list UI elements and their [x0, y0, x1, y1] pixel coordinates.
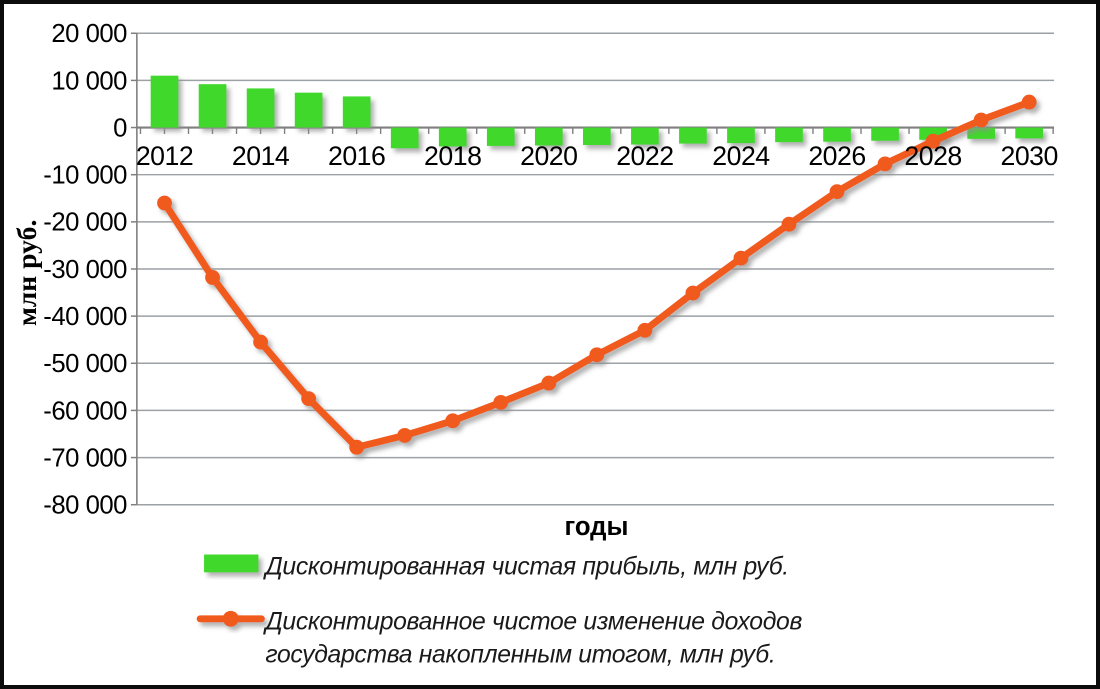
line-point-2026: [829, 184, 845, 200]
x-tick-label-2014: 2014: [232, 141, 290, 171]
line-point-2021: [589, 347, 605, 363]
gridlines: [136, 32, 1055, 506]
line-point-2014: [253, 334, 269, 350]
x-tick-label-2020: 2020: [520, 141, 577, 171]
x-tick-label-2022: 2022: [616, 141, 673, 171]
line-point-2012: [157, 195, 172, 211]
y-tick-label-10000: 10 000: [51, 67, 127, 95]
line-point-2013: [205, 270, 220, 285]
bar-2014: [246, 88, 275, 128]
legend: Дисконтированная чистая прибыль, млн руб…: [196, 553, 803, 668]
x-axis-title: годы: [564, 513, 628, 541]
x-tick-label-2012: 2012: [136, 141, 193, 171]
line-point-2015: [301, 391, 317, 407]
bar-2018: [438, 127, 467, 147]
line-series: [157, 94, 1037, 455]
y-tick-label--40000: -40 000: [43, 303, 127, 331]
line-point-2017: [397, 428, 413, 443]
bar-2029: [967, 127, 995, 139]
y-tick-label--20000: -20 000: [43, 209, 127, 237]
x-tick-label-2030: 2030: [1000, 141, 1057, 171]
line-point-2027: [877, 156, 893, 172]
y-tick-label--70000: -70 000: [43, 444, 127, 472]
y-tick-label--50000: -50 000: [43, 350, 127, 378]
line-point-2029: [973, 112, 989, 128]
y-tick-label--10000: -10 000: [43, 162, 127, 190]
cumulative-income-line: [161, 98, 1033, 451]
line-point-2025: [781, 216, 797, 232]
legend-bar-label: Дисконтированная чистая прибыль, млн руб…: [262, 553, 789, 580]
x-tick-label-2018: 2018: [424, 141, 481, 171]
y-tick-label--30000: -30 000: [43, 256, 127, 284]
line-point-2020: [541, 375, 557, 391]
bar-2024: [727, 127, 755, 144]
x-tick-label-2016: 2016: [328, 141, 385, 171]
bar-2013: [198, 84, 227, 128]
y-axis-tick-labels: 20 000 10 000 0 -10 000 -20 000 -30 000 -40 00…: [43, 20, 127, 519]
bar-2017: [390, 127, 419, 149]
bar-2027: [871, 127, 899, 141]
bar-series: [150, 75, 1044, 149]
x-tick-label-2024: 2024: [712, 141, 770, 171]
bar-2026: [823, 127, 851, 142]
x-tick-label-2028: 2028: [904, 141, 961, 171]
line-point-2028: [925, 133, 941, 149]
y-tick-label--80000: -80 000: [43, 492, 127, 520]
line-point-2030: [1021, 94, 1037, 110]
legend-line-swatch-icon: [196, 610, 265, 627]
legend-item-line: Дисконтированное чистое изменение доходо…: [196, 609, 803, 668]
bar-2020: [534, 127, 563, 146]
bar-2030: [1015, 127, 1044, 139]
bar-2015: [294, 92, 323, 128]
legend-line-label-line1: Дисконтированное чистое изменение доходо…: [262, 609, 802, 636]
x-tick-label-2026: 2026: [808, 141, 865, 171]
bar-2023: [679, 127, 707, 144]
bar-2016: [342, 96, 371, 128]
bar-2022: [631, 127, 659, 145]
line-point-2023: [685, 285, 701, 301]
x-axis-tick-labels: 2012 2014 2016 2018 2020 2022 2024 2026 2028 2030: [136, 141, 1058, 171]
line-point-2018: [445, 413, 461, 429]
bar-2019: [486, 127, 515, 146]
line-point-2022: [637, 322, 653, 338]
line-point-2019: [493, 394, 509, 410]
line-point-2024: [733, 250, 749, 266]
y-axis-title: млн руб.: [11, 220, 42, 326]
line-point-2016: [349, 439, 365, 455]
bar-2025: [775, 127, 803, 143]
discounted-profit-chart: 20 000 10 000 0 -10 000 -20 000 -30 000 -40 00…: [11, 20, 1058, 668]
legend-item-bar: Дисконтированная чистая прибыль, млн руб…: [204, 553, 789, 580]
legend-bar-swatch-icon: [204, 554, 259, 573]
y-tick-label-0: 0: [113, 114, 127, 142]
bar-2021: [583, 127, 611, 145]
y-tick-label--60000: -60 000: [43, 397, 127, 425]
legend-line-label-line2: государства накопленным итогом, млн руб.: [265, 641, 775, 668]
bar-2012: [150, 75, 179, 128]
y-tick-label-20000: 20 000: [51, 20, 127, 48]
